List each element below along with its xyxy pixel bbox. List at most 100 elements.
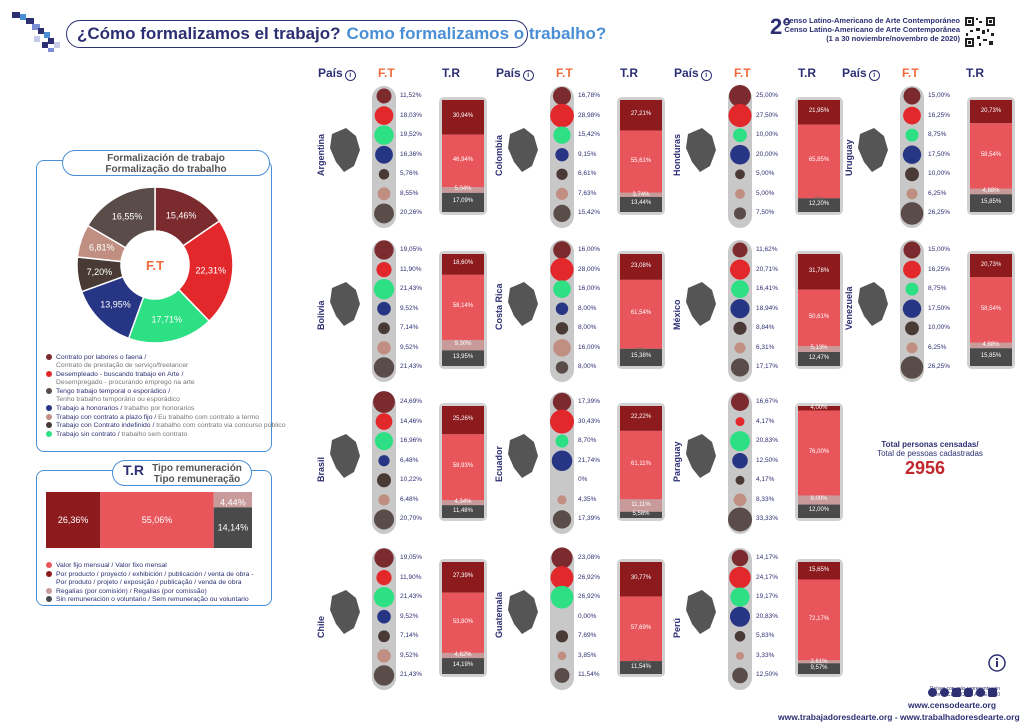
donut-slice-label: 7,20% xyxy=(87,267,113,277)
ft-bubble xyxy=(377,187,391,201)
country-name: Perú xyxy=(672,617,682,638)
tr-segment xyxy=(620,348,662,366)
ft-percent-label: 6,25% xyxy=(928,189,947,197)
ft-bubble xyxy=(732,452,748,469)
twitter-icon[interactable] xyxy=(976,688,985,697)
facebook-icon[interactable] xyxy=(988,688,997,697)
tr-percent-label: 4,88% xyxy=(982,187,1000,194)
ft-percent-label: 19,05% xyxy=(400,246,423,253)
ft-percent-label: 23,08% xyxy=(578,554,601,561)
remuneration-title-pt: Tipo remuneração xyxy=(153,474,241,485)
donut-slice-label: 16,55% xyxy=(112,211,143,221)
tr-percent-label: 61,54% xyxy=(630,310,652,317)
tr-segment xyxy=(620,100,662,131)
ft-bubble xyxy=(550,257,574,282)
legend-text-pt: Por produto / projeto / exposição / publ… xyxy=(56,578,242,586)
tr-segment xyxy=(620,130,662,193)
tr-segment xyxy=(620,406,662,431)
formalization-title-pt: Formalização do trabalho xyxy=(105,164,227,175)
tr-percent-label: 4,00% xyxy=(810,405,828,411)
ft-percent-label: 21,43% xyxy=(400,593,423,601)
ft-bubble xyxy=(553,280,571,298)
tr-percent-label: 9,57% xyxy=(810,664,828,671)
tr-segment xyxy=(798,406,840,411)
tr-segment xyxy=(620,254,662,280)
ft-bubble xyxy=(732,242,748,258)
legend-text-es: Sin remuneración o voluntario / xyxy=(56,596,152,603)
info-icon[interactable]: i xyxy=(868,70,880,81)
ft-bubble xyxy=(554,667,570,683)
ft-percent-label: 8,75% xyxy=(928,131,947,139)
ft-percent-label: 27,50% xyxy=(756,111,779,119)
ft-percent-label: 17,17% xyxy=(756,363,779,371)
ft-percent-label: 11,62% xyxy=(756,246,778,253)
ft-percent-label: 11,52% xyxy=(400,92,422,99)
ft-percent-label: 24,17% xyxy=(756,573,779,581)
ft-percent-label: 12,50% xyxy=(756,456,779,464)
tr-segment xyxy=(442,505,484,519)
ft-bubble xyxy=(556,168,568,180)
header-ft: F.T xyxy=(556,66,573,80)
tr-percent-label: 22,22% xyxy=(630,414,652,421)
country-map-icon xyxy=(330,128,360,172)
ft-percent-label: 7,50% xyxy=(756,209,775,217)
ft-percent-label: 21,43% xyxy=(400,671,423,679)
ft-bubble xyxy=(553,339,571,357)
tr-percent-label: 55,61% xyxy=(630,157,652,164)
formalization-donut-chart: 15,46% 22,31% 17,71% 13,95% 7,20% 6,81% 16,55%… xyxy=(76,186,234,344)
total-label-pt: Total de pessoas cadastradas xyxy=(877,449,983,458)
ft-bubble xyxy=(555,322,569,335)
ft-percent-label: 15,00% xyxy=(928,246,951,253)
ft-bubble xyxy=(734,630,746,642)
site-link-census[interactable]: www.censodearte.org xyxy=(908,700,997,710)
tr-segment xyxy=(798,579,840,661)
ft-bubble xyxy=(735,651,745,660)
donut-slice-label: 15,46% xyxy=(166,210,197,220)
tr-percent-label: 27,21% xyxy=(630,111,652,118)
ft-bubble xyxy=(378,169,390,180)
ft-bubble xyxy=(374,106,394,125)
tr-segment xyxy=(442,592,484,653)
country-map-icon xyxy=(686,434,716,478)
ft-percent-label: 8,00% xyxy=(578,304,597,312)
ft-bubble xyxy=(733,493,747,507)
country-map-icon xyxy=(508,434,538,478)
tr-bar-segment xyxy=(213,507,252,548)
ft-percent-label: 9,52% xyxy=(400,304,419,312)
tr-segment xyxy=(620,562,662,597)
legend-item: Trabajo sin contrato / trabalho sem cont… xyxy=(46,430,187,439)
tiktok-icon[interactable] xyxy=(952,688,961,697)
country-map-icon xyxy=(330,282,360,326)
ft-percent-label: 21,74% xyxy=(578,456,601,464)
ft-bubble xyxy=(377,301,391,316)
ft-percent-label: 20,83% xyxy=(756,612,779,620)
ft-percent-label: 12,50% xyxy=(756,671,779,679)
header-pais: País i xyxy=(496,66,534,81)
ft-bubble xyxy=(902,145,922,164)
census-logo-icon xyxy=(12,12,60,52)
country-map-icon xyxy=(858,282,888,326)
whatsapp-icon[interactable] xyxy=(928,688,937,697)
instagram-icon[interactable] xyxy=(964,688,973,697)
info-icon[interactable]: i xyxy=(344,70,356,81)
qr-code-icon[interactable] xyxy=(964,16,996,48)
tr-segment xyxy=(798,124,840,199)
telegram-icon[interactable] xyxy=(940,688,949,697)
ft-bubble xyxy=(376,473,392,488)
ft-bubble xyxy=(906,188,918,200)
info-icon xyxy=(988,654,1006,672)
tr-segment xyxy=(798,562,840,580)
tr-segment xyxy=(620,596,662,662)
ft-bubble xyxy=(730,299,750,319)
tr-percent-label: 46,94% xyxy=(452,156,474,163)
ft-bubble xyxy=(375,413,393,430)
country-name: Colombia xyxy=(494,134,504,176)
tr-segment xyxy=(442,406,484,435)
info-icon[interactable]: i xyxy=(522,70,534,81)
tr-percent-label: 53,80% xyxy=(452,618,474,625)
site-link-workers[interactable]: www.trabajadoresdearte.org - www.trabalh… xyxy=(778,712,1020,722)
ft-percent-label: 4,17% xyxy=(756,476,775,484)
ft-bubble xyxy=(378,455,390,467)
info-icon[interactable]: i xyxy=(700,70,712,81)
legend-text-pt: Contrato de prestação de serviço/freelan… xyxy=(56,362,189,369)
